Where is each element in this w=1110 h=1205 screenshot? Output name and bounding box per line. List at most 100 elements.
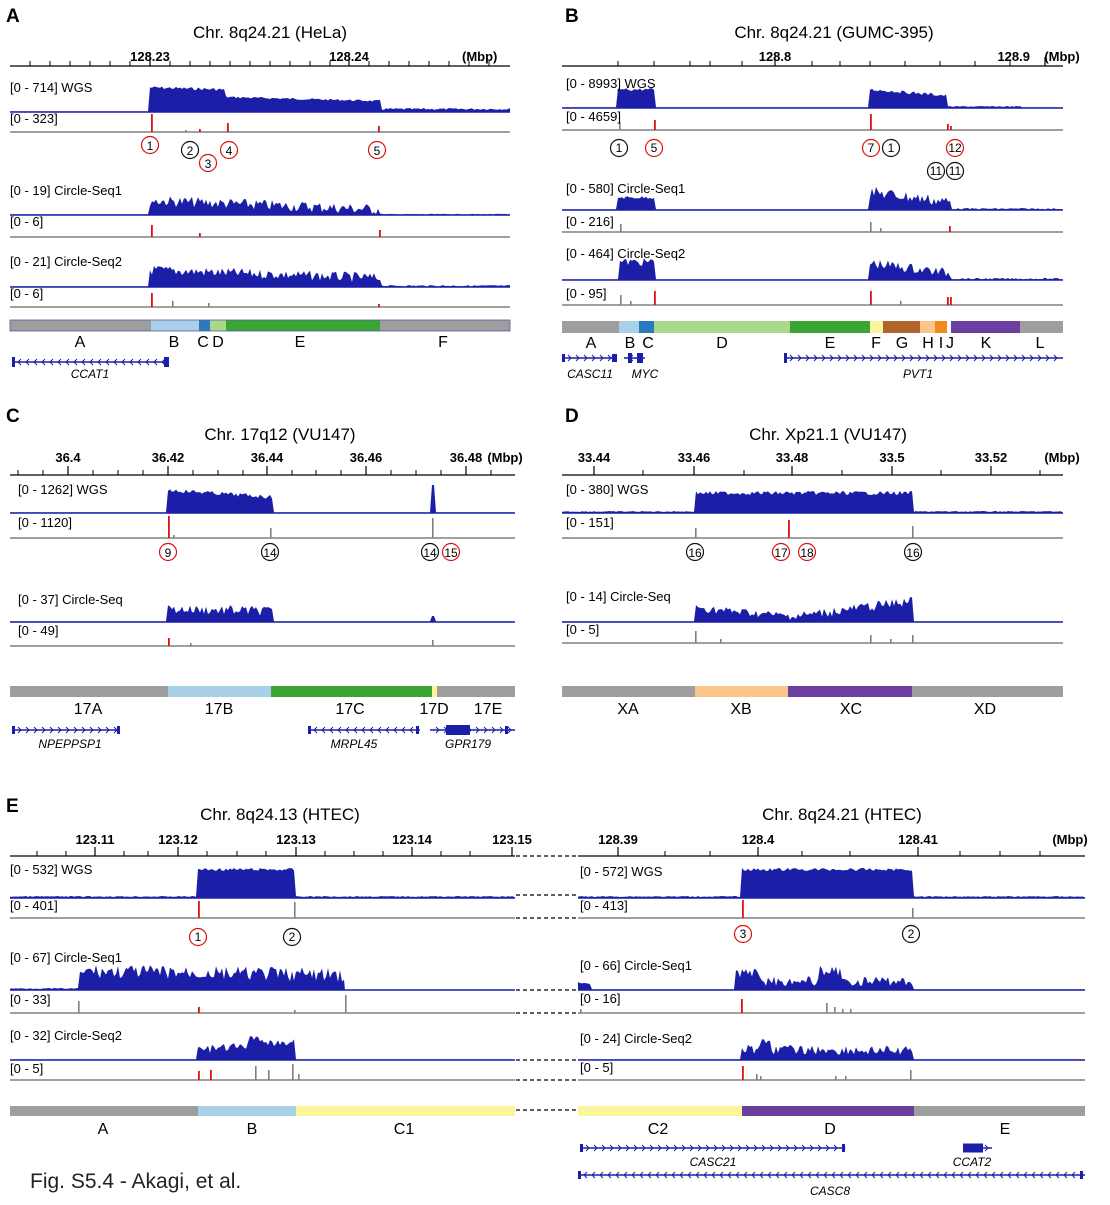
panel-e-right-cs2-label: [0 - 24] Circle-Seq2	[580, 1031, 692, 1046]
gene-strand-arrow	[919, 1171, 924, 1179]
split-read-peak-gray	[190, 643, 192, 646]
panel-e-right-cs1-label: [0 - 66] Circle-Seq1	[580, 958, 692, 973]
segment-bar	[578, 1106, 742, 1116]
gene-strand-arrow	[647, 1171, 652, 1179]
breakpoint-marker	[140, 135, 160, 155]
split-read-peak-gray	[912, 635, 914, 643]
gene-strand-arrow	[933, 354, 938, 362]
breakpoint-marker	[771, 542, 791, 562]
breakpoint-marker-number: 3	[205, 157, 212, 171]
split-read-peak-red	[378, 304, 380, 307]
gene-strand-arrow	[917, 354, 922, 362]
gene-strand-arrow	[679, 1171, 684, 1179]
split-read-peak-gray	[620, 224, 622, 232]
gene-strand-arrow	[911, 1171, 916, 1179]
panel-e-label: E	[6, 796, 19, 817]
gene-strand-arrow	[1045, 354, 1050, 362]
split-read-peak-gray	[292, 1064, 294, 1080]
panel-a-cs1-sub-label: [0 - 6]	[10, 214, 43, 229]
panel-a-cs2-sub-label: [0 - 6]	[10, 286, 43, 301]
breakpoint-marker-number: 3	[740, 927, 747, 941]
gene-strand-arrow	[641, 1144, 646, 1152]
panel-e-left-title: Chr. 8q24.13 (HTEC)	[200, 805, 360, 824]
circle-seq-coverage	[562, 597, 1063, 622]
panel-e-tick-label: 123.12	[158, 832, 198, 847]
panel-b-tick-label: 128.9	[997, 49, 1030, 64]
panel-d-tick-label: 33.52	[975, 450, 1008, 465]
segment-bar	[639, 321, 654, 333]
breakpoint-marker	[926, 161, 946, 181]
panel-d-tick-label: 33.46	[678, 450, 711, 465]
gene-strand-arrow	[1071, 1171, 1076, 1179]
panel-c-tick-label: 36.44	[251, 450, 284, 465]
gene-strand-arrow	[943, 1171, 948, 1179]
gene-strand-arrow	[813, 354, 818, 362]
gene-strand-arrow	[719, 1171, 724, 1179]
gene-exon	[578, 1171, 581, 1179]
segment-label: G	[896, 335, 908, 352]
circle-seq-coverage	[10, 605, 515, 622]
segment-bar	[10, 320, 151, 331]
breakpoint-marker-number: 11	[949, 164, 962, 178]
split-read-peak-gray	[432, 640, 434, 646]
segment-bar	[380, 320, 510, 331]
gene-strand-arrow	[831, 1171, 836, 1179]
gene-strand-arrow	[729, 1144, 734, 1152]
panel-c-wgs-sub-label: [0 - 1120]	[18, 515, 72, 530]
segment-bar	[151, 320, 199, 331]
segment-label: 17C	[335, 701, 364, 718]
circle-seq2-coverage	[10, 1036, 515, 1060]
segment-bar	[168, 686, 271, 697]
gene-strand-arrow	[901, 354, 906, 362]
gene-exon	[164, 357, 169, 367]
split-read-peak-red	[151, 114, 153, 132]
wgs-coverage	[10, 86, 510, 112]
split-read-peak-red	[947, 124, 949, 130]
split-read-peak-red	[870, 114, 872, 130]
gene-strand-arrow	[1039, 1171, 1044, 1179]
split-read-peak-gray	[912, 526, 914, 538]
circle-seq1-coverage	[578, 966, 1085, 990]
split-read-peak-gray	[173, 535, 175, 538]
gene-strand-arrow	[633, 1144, 638, 1152]
gene-strand-arrow	[73, 726, 78, 734]
panel-e-left-cs1-sub-label: [0 - 33]	[10, 992, 50, 1007]
gene-strand-arrow	[833, 1144, 838, 1152]
gene-strand-arrow	[25, 726, 30, 734]
gene-strand-arrow	[951, 1171, 956, 1179]
segment-label: C2	[648, 1121, 669, 1138]
gene-strand-arrow	[743, 1171, 748, 1179]
gene-strand-arrow	[967, 1171, 972, 1179]
panel-c-tick-label: 36.42	[152, 450, 185, 465]
gene-label: CASC8	[810, 1184, 850, 1198]
gene-strand-arrow	[989, 354, 994, 362]
panel-e-tick-label: 128.41	[898, 832, 938, 847]
gene-label: MYC	[632, 367, 659, 381]
gene-label: CASC11	[567, 367, 613, 381]
gene-label: PVT1	[903, 367, 933, 381]
gene-strand-arrow	[705, 1144, 710, 1152]
gene-strand-arrow	[975, 1171, 980, 1179]
gene-strand-arrow	[137, 358, 142, 366]
split-read-peak-gray	[695, 528, 697, 538]
gene-strand-arrow	[903, 1171, 908, 1179]
gene-strand-arrow	[377, 726, 382, 734]
gene-strand-arrow	[153, 358, 158, 366]
gene-strand-arrow	[567, 354, 572, 362]
gene-strand-arrow	[799, 1171, 804, 1179]
gene-exon	[1080, 1171, 1083, 1179]
breakpoint-marker	[861, 138, 881, 158]
segment-bar	[947, 321, 951, 333]
breakpoint-marker-number: 1	[147, 139, 154, 153]
split-read-peak-gray	[294, 902, 296, 918]
gene-strand-arrow	[957, 354, 962, 362]
segment-label: K	[981, 335, 992, 352]
gene-strand-arrow	[689, 1144, 694, 1152]
gene-strand-arrow	[861, 354, 866, 362]
gene-strand-arrow	[745, 1144, 750, 1152]
split-read-peak-gray	[720, 639, 722, 643]
split-read-peak-gray	[185, 130, 187, 132]
gene-strand-arrow	[673, 1144, 678, 1152]
segment-bar	[199, 320, 210, 331]
panel-b-cs2-label: [0 - 464] Circle-Seq2	[566, 246, 685, 261]
